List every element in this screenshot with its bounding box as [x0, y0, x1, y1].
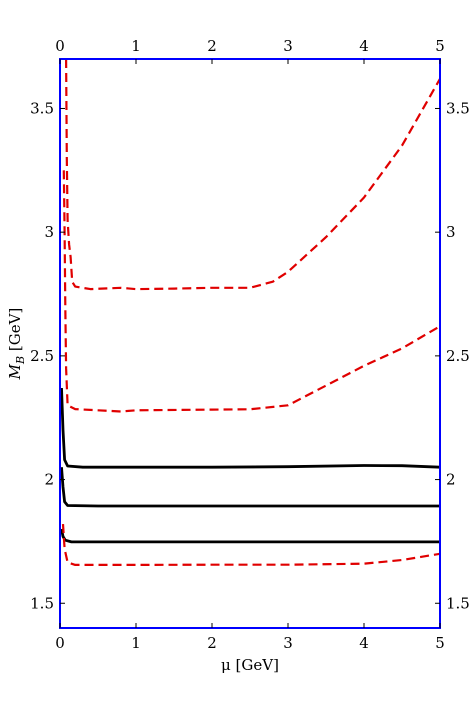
x-tick-label-bottom: 3 — [283, 634, 293, 652]
x-tick-label-top: 2 — [207, 37, 217, 55]
y-tick-label-right: 2 — [446, 471, 456, 489]
x-tick-label-bottom: 0 — [55, 634, 65, 652]
x-tick-label-top: 4 — [359, 37, 369, 55]
dashed-curve-6 — [61, 524, 440, 566]
x-tick-label-top: 5 — [435, 37, 445, 55]
y-tick-label-right: 1.5 — [446, 594, 470, 612]
x-tick-label-bottom: 2 — [207, 634, 217, 652]
x-tick-label-bottom: 5 — [435, 634, 445, 652]
x-axis-label: μ [GeV] — [221, 656, 279, 674]
y-tick-label-left: 3 — [44, 223, 54, 241]
series-layer — [60, 59, 440, 566]
y-tick-label-right: 3 — [446, 223, 456, 241]
x-tick-label-top: 0 — [55, 37, 65, 55]
solid-curve-3 — [60, 528, 440, 544]
solid-curve-2 — [60, 467, 440, 508]
y-tick-label-left: 2 — [44, 471, 54, 489]
plot-frame — [59, 58, 441, 629]
ticks-layer: 0 0 1 1 2 2 3 3 4 4 5 5 1.5 1.5 2 2 2.5 2.5 3 3 3.5 3.5 — [30, 37, 470, 652]
x-tick-label-top: 1 — [131, 37, 141, 55]
y-axis-label: MB [GeV] — [6, 308, 27, 381]
dashed-curve-5 — [62, 170, 440, 413]
y-tick-label-left: 3.5 — [30, 99, 54, 117]
y-tick-label-right: 2.5 — [446, 347, 470, 365]
solid-curve-1 — [60, 387, 440, 469]
x-tick-label-bottom: 4 — [359, 634, 369, 652]
y-tick-label-right: 3.5 — [446, 99, 470, 117]
y-tick-label-left: 2.5 — [30, 347, 54, 365]
dashed-curve-4 — [65, 59, 440, 291]
y-tick-label-left: 1.5 — [30, 594, 54, 612]
x-tick-label-top: 3 — [283, 37, 293, 55]
x-tick-label-bottom: 1 — [131, 634, 141, 652]
